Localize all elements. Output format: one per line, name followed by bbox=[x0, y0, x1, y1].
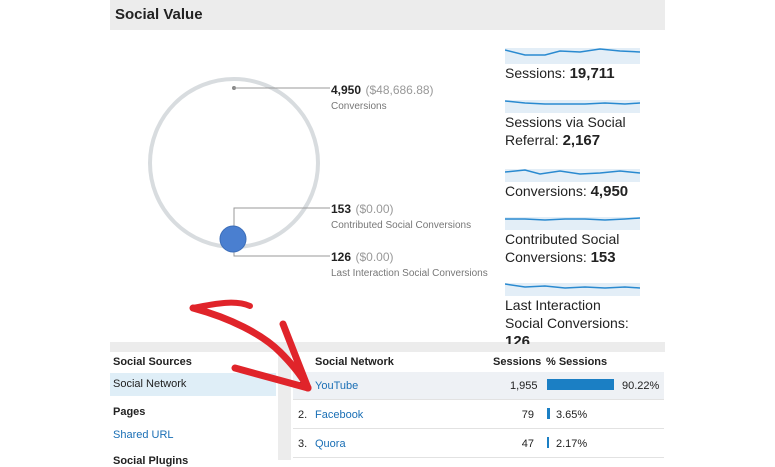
table-row bbox=[293, 430, 664, 458]
social-referral-sparkline bbox=[505, 100, 640, 113]
row-index: 2. bbox=[298, 409, 308, 421]
conversions-value: 4,950 bbox=[331, 83, 362, 97]
social-referral-text: Sessions via Social Referral: 2,167 bbox=[505, 113, 640, 150]
pct-value: 3.65% bbox=[556, 409, 588, 421]
contributed-sparkline bbox=[505, 217, 640, 230]
last-interaction-value: 126 bbox=[331, 250, 352, 264]
pct-bar bbox=[547, 437, 549, 448]
metric-conversions[interactable]: Conversions: 4,950 bbox=[505, 164, 640, 201]
network-link-facebook[interactable]: Facebook bbox=[315, 409, 364, 421]
sessions-text: Sessions: 19,711 bbox=[505, 64, 640, 83]
nav-item-shared-url[interactable]: Shared URL bbox=[113, 429, 174, 441]
pct-value: 2.17% bbox=[556, 438, 588, 450]
row-index: 1. bbox=[298, 380, 308, 392]
last-interaction-money: ($0.00) bbox=[355, 250, 394, 264]
contributed-leader-line bbox=[233, 207, 330, 226]
metric-label: Last Interaction Social Conversions: bbox=[505, 297, 629, 331]
sessions-sparkline bbox=[505, 48, 640, 64]
page-title: Social Value bbox=[115, 6, 203, 23]
table-row bbox=[293, 401, 664, 429]
contributed-label: Contributed Social Conversions bbox=[331, 220, 472, 231]
metric-value: 19,711 bbox=[569, 65, 615, 82]
last-interaction-annotation: 126 ($0.00) Last Interaction Social Conv… bbox=[331, 248, 488, 279]
sessions-value: 79 bbox=[521, 409, 534, 421]
network-link-youtube[interactable]: YouTube bbox=[315, 380, 359, 392]
page-margin-left bbox=[0, 0, 110, 460]
conversions-sparkline bbox=[505, 169, 640, 182]
column-header-network[interactable]: Social Network bbox=[315, 356, 394, 368]
nav-item-social-network[interactable]: Social Network bbox=[113, 378, 187, 390]
pages-heading: Pages bbox=[113, 406, 146, 418]
conversions-label: Conversions bbox=[331, 101, 387, 112]
pct-bar bbox=[547, 379, 614, 390]
conversions-money: ($48,686.88) bbox=[365, 83, 434, 97]
metric-last-interaction[interactable]: Last Interaction Social Conversions: 126 bbox=[505, 278, 640, 351]
network-link-quora[interactable]: Quora bbox=[315, 438, 346, 450]
sessions-value: 1,955 bbox=[510, 380, 538, 392]
metric-label: Conversions: bbox=[505, 183, 591, 199]
last-interaction-label: Last Interaction Social Conversions bbox=[331, 268, 488, 279]
metric-value: 4,950 bbox=[590, 183, 629, 200]
metric-value: 2,167 bbox=[562, 132, 601, 149]
pct-value: 90.22% bbox=[622, 380, 660, 392]
column-header-sessions[interactable]: Sessions bbox=[493, 356, 542, 368]
social-sources-heading: Social Sources bbox=[113, 356, 192, 368]
metric-label: Contributed Social Conversions: bbox=[505, 231, 620, 265]
conversions-text: Conversions: 4,950 bbox=[505, 182, 640, 201]
conversions-annotation: 4,950 ($48,686.88) Conversions bbox=[331, 81, 434, 112]
contributed-annotation: 153 ($0.00) Contributed Social Conversio… bbox=[331, 200, 471, 231]
page-margin-right bbox=[665, 0, 775, 460]
metric-sessions[interactable]: Sessions: 19,711 bbox=[505, 38, 640, 83]
metric-social-referral[interactable]: Sessions via Social Referral: 2,167 bbox=[505, 95, 640, 150]
sessions-value: 47 bbox=[521, 438, 534, 450]
last-interaction-text: Last Interaction Social Conversions: 126 bbox=[505, 296, 640, 351]
metric-value: 153 bbox=[590, 249, 616, 266]
pct-bar bbox=[547, 408, 550, 419]
last-interaction-leader-line bbox=[233, 252, 330, 257]
row-index: 3. bbox=[298, 438, 308, 450]
contributed-text: Contributed Social Conversions: 153 bbox=[505, 230, 640, 267]
metric-contributed[interactable]: Contributed Social Conversions: 153 bbox=[505, 212, 640, 267]
title-bar bbox=[110, 0, 665, 30]
metric-label: Sessions: bbox=[505, 65, 570, 81]
metric-label: Sessions via Social Referral: bbox=[505, 114, 626, 148]
column-header-pct-sessions[interactable]: % Sessions bbox=[546, 356, 608, 368]
contributed-value: 153 bbox=[331, 202, 352, 216]
social-conversions-dot[interactable] bbox=[219, 225, 247, 253]
contributed-money: ($0.00) bbox=[355, 202, 394, 216]
social-plugins-heading: Social Plugins bbox=[113, 455, 189, 467]
last-interaction-sparkline bbox=[505, 283, 640, 296]
conversion-diagram bbox=[148, 77, 330, 257]
